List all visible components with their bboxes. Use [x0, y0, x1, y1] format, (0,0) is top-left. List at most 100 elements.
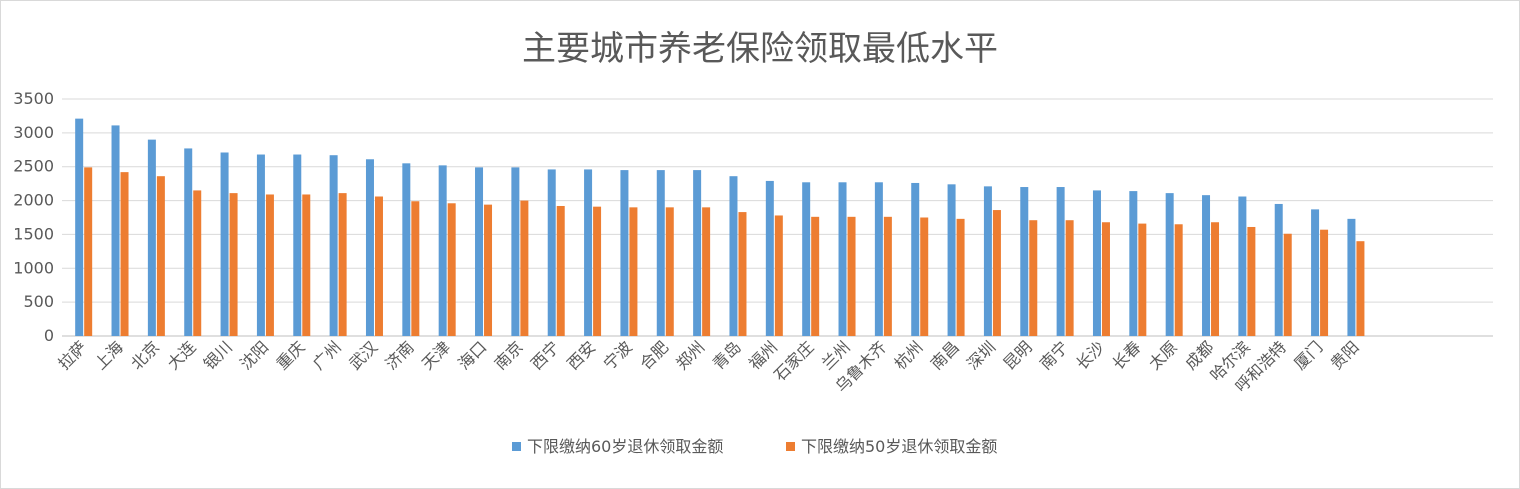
bar-series-50	[374, 196, 383, 336]
bar-series-60	[693, 170, 702, 336]
bar-series-50	[156, 176, 165, 336]
bar-series-50	[1320, 229, 1329, 336]
legend-label-60: 下限缴纳60岁退休领取金额	[527, 437, 723, 456]
bar-series-50	[738, 212, 747, 336]
x-tick-label: 广州	[309, 337, 345, 373]
bar-series-50	[1247, 226, 1256, 336]
bar-series-60	[802, 182, 811, 336]
bar-series-50	[265, 194, 274, 336]
bar-series-60	[1311, 209, 1320, 336]
y-tick-label: 1000	[13, 258, 54, 277]
bar-series-60	[1165, 193, 1174, 336]
bar-series-60	[874, 182, 883, 336]
bar-series-60	[765, 180, 774, 336]
bar-series-60	[438, 165, 447, 336]
y-tick-label: 500	[23, 292, 54, 311]
bar-series-50	[1211, 222, 1220, 336]
bar-series-50	[920, 217, 929, 336]
legend-label-50: 下限缴纳50岁退休领取金额	[801, 437, 997, 456]
bar-series-50	[774, 215, 783, 336]
x-tick-label: 海口	[454, 337, 490, 373]
x-tick-label: 武汉	[345, 337, 381, 373]
bar-series-50	[1029, 220, 1038, 336]
bar-series-60	[220, 152, 229, 336]
bar-series-50	[883, 216, 892, 336]
y-tick-label: 3500	[13, 89, 54, 108]
x-tick-label: 重庆	[273, 337, 309, 373]
y-tick-label: 1500	[13, 224, 54, 243]
x-tick-label: 长春	[1109, 337, 1145, 373]
bar-series-60	[475, 167, 484, 336]
bar-series-60	[147, 139, 156, 336]
bar-series-50	[484, 204, 493, 336]
bar-series-50	[629, 207, 638, 336]
bar-series-60	[729, 176, 738, 336]
x-tick-label: 杭州	[890, 337, 926, 373]
x-tick-label: 北京	[127, 337, 163, 373]
bar-series-60	[1238, 196, 1247, 336]
bar-series-60	[947, 184, 956, 336]
x-tick-label: 太原	[1145, 337, 1181, 373]
bar-series-50	[1065, 220, 1074, 336]
x-tick-label: 拉萨	[54, 337, 90, 373]
bar-series-50	[1174, 224, 1183, 336]
bar-series-60	[547, 169, 556, 336]
x-tick-label: 沈阳	[236, 337, 272, 373]
bar-series-60	[329, 155, 338, 336]
bar-series-60	[1274, 203, 1283, 336]
bar-series-50	[520, 200, 529, 336]
bar-series-60	[511, 167, 520, 336]
bar-series-60	[1202, 195, 1211, 336]
x-tick-label: 郑州	[672, 337, 708, 373]
bar-series-50	[1356, 241, 1365, 336]
x-tick-label: 天津	[418, 337, 454, 373]
bar-series-50	[1138, 223, 1147, 336]
x-tick-label: 南京	[491, 337, 527, 373]
x-tick-label: 宁波	[600, 337, 636, 373]
y-tick-label: 2000	[13, 191, 54, 210]
x-tick-label: 昆明	[1000, 337, 1036, 373]
x-tick-label: 济南	[382, 337, 418, 373]
y-tick-label: 2500	[13, 157, 54, 176]
bar-series-60	[1347, 218, 1356, 336]
bar-series-50	[411, 201, 420, 336]
bar-series-50	[956, 218, 965, 336]
x-tick-label: 厦门	[1290, 337, 1326, 373]
bar-series-50	[338, 193, 347, 336]
bar-series-60	[256, 154, 265, 336]
x-tick-label: 长沙	[1072, 337, 1108, 373]
bar-series-60	[838, 182, 847, 336]
bar-series-50	[447, 203, 456, 336]
x-tick-label: 西宁	[527, 337, 563, 373]
bar-series-50	[84, 167, 93, 336]
bar-series-50	[847, 216, 856, 336]
bar-series-60	[293, 154, 302, 336]
bar-series-50	[992, 210, 1001, 336]
bar-series-60	[1129, 191, 1138, 336]
x-tick-label: 南昌	[927, 337, 963, 373]
bar-series-60	[656, 170, 665, 336]
bar-series-50	[593, 206, 602, 336]
bar-series-60	[184, 148, 193, 336]
y-axis: 0 500 1000 1500 2000 2500 3000 3500	[13, 89, 54, 345]
bar-series-60	[620, 170, 629, 336]
bar-series-60	[111, 125, 120, 336]
bar-series-50	[1101, 222, 1110, 336]
x-tick-label: 深圳	[963, 337, 999, 373]
y-tick-label: 3000	[13, 123, 54, 142]
bar-series-50	[302, 194, 311, 336]
bar-series-50	[556, 205, 565, 336]
x-tick-label: 青岛	[709, 337, 745, 373]
legend-swatch-50	[786, 442, 795, 451]
bars	[75, 118, 1365, 336]
x-tick-label: 贵阳	[1327, 337, 1363, 373]
bar-series-50	[1283, 233, 1292, 336]
x-tick-label: 南宁	[1036, 337, 1072, 373]
x-tick-label: 石家庄	[770, 337, 817, 384]
x-tick-label: 西安	[563, 337, 599, 373]
bar-series-50	[120, 172, 129, 336]
bar-series-60	[1020, 187, 1029, 336]
legend-swatch-60	[512, 442, 521, 451]
